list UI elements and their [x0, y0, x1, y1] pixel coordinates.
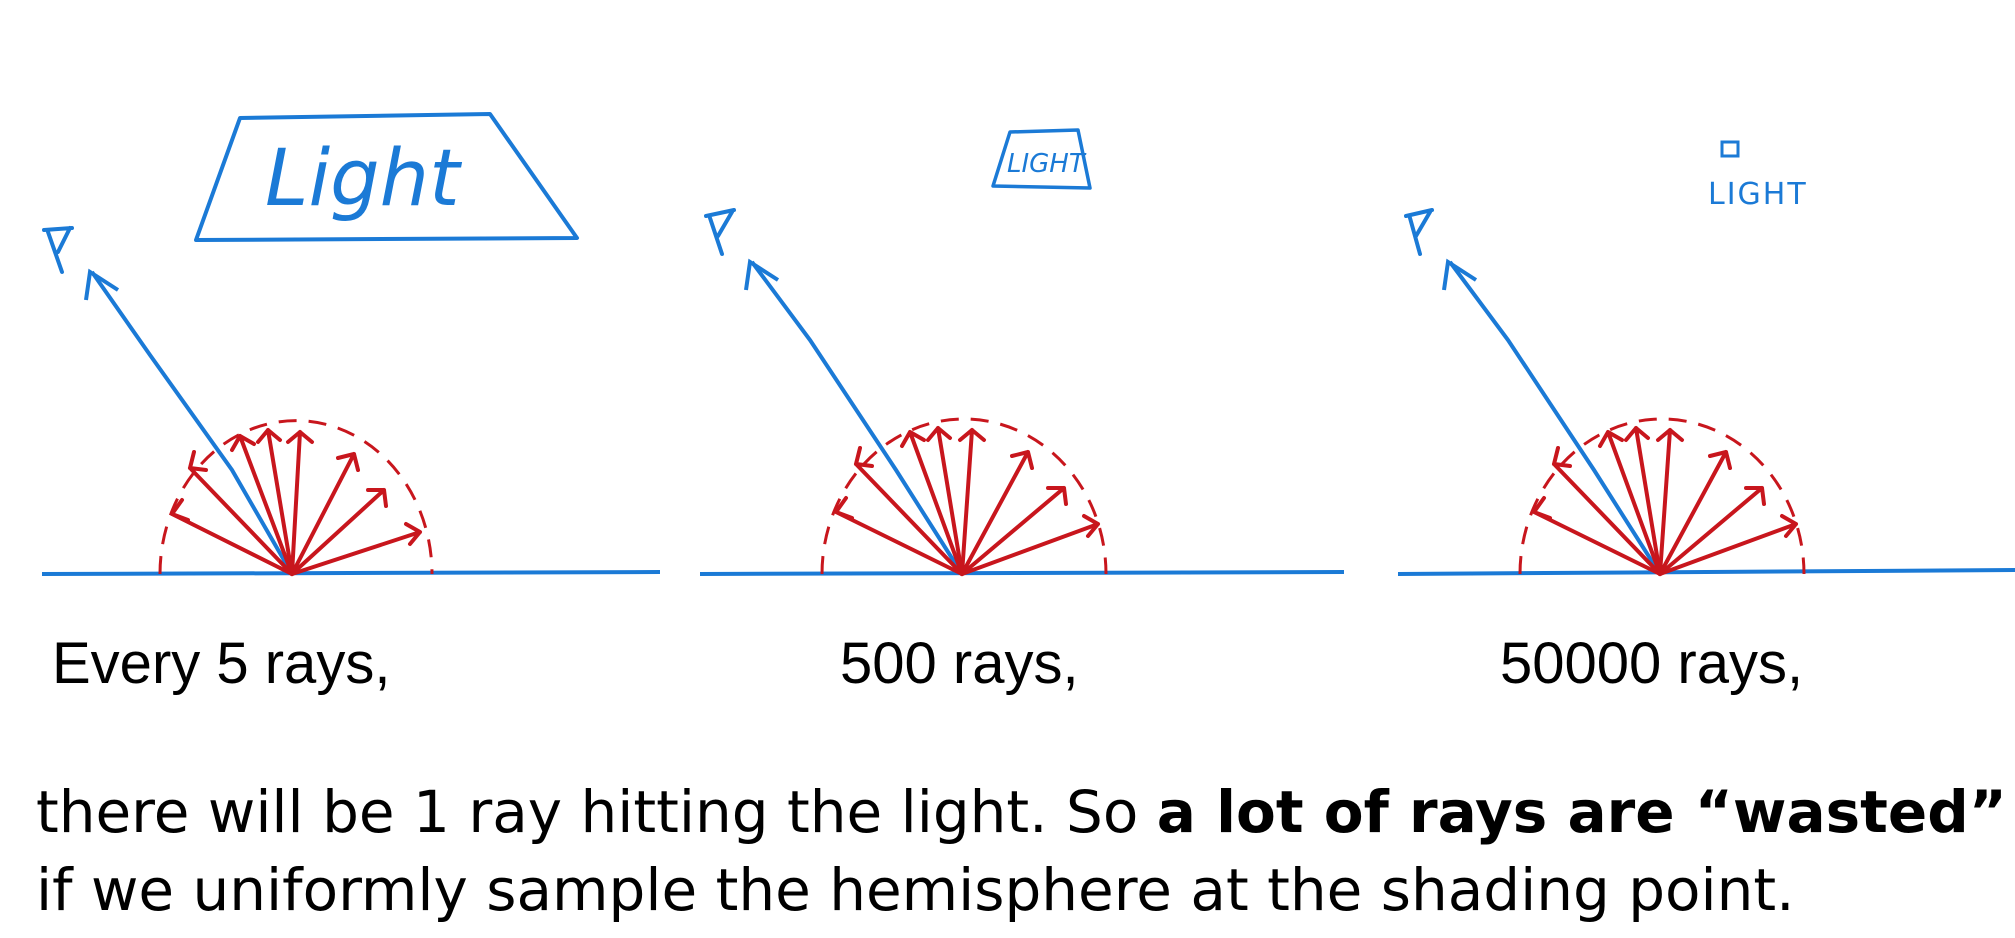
sample-rays: [170, 428, 422, 576]
view-ray-arrowhead: [84, 268, 120, 301]
view-ray-arrowhead: [1442, 258, 1478, 291]
sample-rays: [834, 426, 1100, 576]
ground-line: [1397, 568, 2015, 576]
panel-2: LIGHT 500 rays,: [660, 0, 1360, 760]
hemisphere: [158, 419, 434, 575]
view-ray-arrowhead: [744, 258, 780, 291]
ground-line: [41, 570, 661, 576]
diagram-1: Light: [41, 112, 661, 576]
eye-icon: [704, 208, 736, 256]
body-line-2: if we uniformly sample the hemisphere at…: [36, 852, 2011, 928]
light-source: [991, 128, 1092, 190]
diagram-3: LIGHT: [1397, 140, 2015, 576]
light-label: LIGHT: [1708, 177, 1808, 212]
panel-caption: 50000 rays,: [1500, 631, 1804, 696]
view-ray: [1448, 260, 1662, 576]
body-line-1: there will be 1 ray hitting the light. S…: [36, 774, 2011, 850]
sample-rays: [1532, 426, 1798, 576]
panel-1: Light Every 5 rays,: [0, 0, 700, 760]
hemisphere: [820, 417, 1108, 575]
eye-icon: [1404, 208, 1434, 256]
light-label: Light: [265, 134, 462, 224]
hemisphere: [1518, 417, 1806, 575]
panel-caption: 500 rays,: [840, 631, 1079, 696]
panel-caption: Every 5 rays,: [52, 631, 391, 696]
diagram-2: LIGHT: [699, 128, 1345, 576]
body-line-1-text: there will be 1 ray hitting the light. S…: [36, 778, 1157, 846]
body-line-1-emphasis: a lot of rays are “wasted”: [1156, 778, 2007, 846]
ground-line: [699, 570, 1345, 576]
panel-3: LIGHT 50000 rays,: [1358, 0, 2015, 760]
body-line-2-text: if we uniformly sample the hemisphere at…: [36, 856, 1795, 924]
light-source: [1720, 140, 1740, 158]
view-ray: [90, 270, 294, 575]
light-source: [194, 112, 579, 242]
eye-icon: [42, 226, 74, 274]
view-ray: [750, 260, 964, 576]
light-label: LIGHT: [1007, 149, 1087, 179]
